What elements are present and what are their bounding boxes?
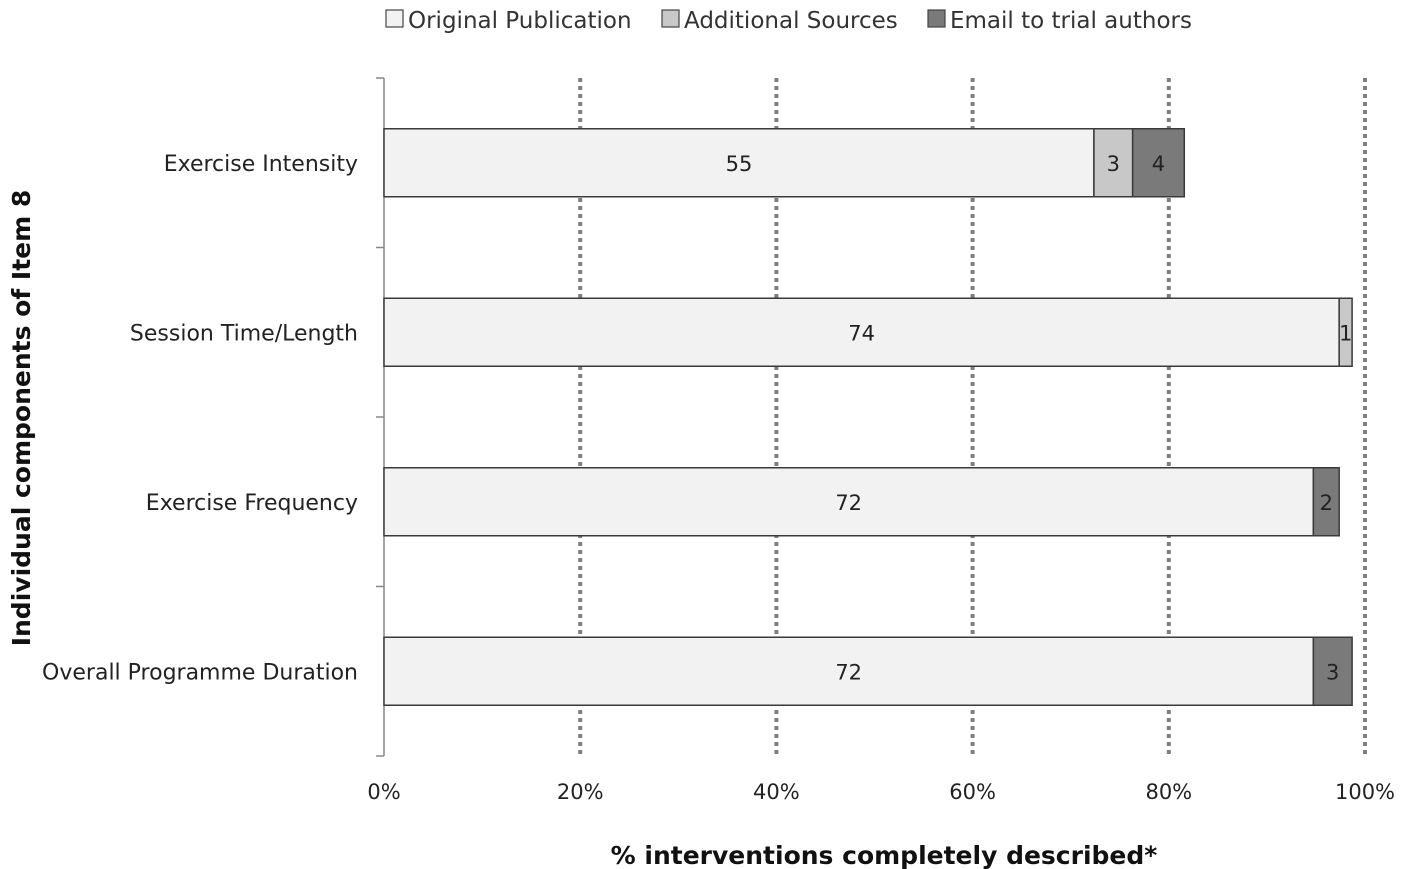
bar-segment (383, 467, 1315, 537)
x-tick-label: 100% (1335, 780, 1395, 804)
x-tick-label: 20% (557, 780, 604, 804)
bar-value-label: 3 (1107, 152, 1120, 176)
x-axis-title: % interventions completely described* (611, 841, 1158, 869)
bar-segment (1093, 128, 1134, 198)
category-label: Exercise Intensity (164, 152, 358, 177)
legend-label-original-publication: Original Publication (408, 8, 632, 34)
axes (376, 77, 385, 757)
x-tick-label: 40% (753, 780, 800, 804)
x-tick-label: 60% (949, 780, 996, 804)
legend-swatch-email-to-trial-authors (927, 9, 946, 28)
legend-swatch-original-publication (385, 9, 404, 28)
x-tick-labels: 0% 20% 40% 60% 80% 100% (367, 780, 1395, 804)
bar-segment (383, 636, 1315, 706)
category-labels: Exercise Intensity Session Time/Length Exe… (42, 152, 358, 686)
x-tick-label: 0% (367, 780, 400, 804)
bar-segment (1312, 636, 1353, 706)
bars (383, 128, 1353, 706)
legend-swatch-additional-sources (661, 9, 680, 28)
legend: Original Publication Additional Sources … (385, 8, 1192, 34)
category-label: Exercise Frequency (146, 491, 358, 516)
bar-segment (383, 128, 1095, 198)
bar-value-labels: 55 3 4 74 1 72 2 72 3 (726, 152, 1353, 685)
bar-segment (1338, 297, 1353, 367)
legend-label-additional-sources: Additional Sources (684, 8, 898, 34)
bar-value-label: 4 (1152, 152, 1165, 176)
legend-label-email-to-trial-authors: Email to trial authors (950, 8, 1192, 34)
bar-value-label: 1 (1339, 321, 1352, 345)
x-tick-label: 80% (1145, 780, 1192, 804)
bar-value-label: 72 (835, 660, 862, 684)
category-label: Overall Programme Duration (42, 660, 358, 685)
bar-segment (1131, 128, 1186, 198)
bar-segment (383, 297, 1340, 367)
bar-value-label: 74 (848, 321, 875, 345)
bar-value-label: 2 (1320, 491, 1333, 515)
bar-segment (1312, 467, 1340, 537)
category-label: Session Time/Length (130, 321, 358, 346)
bar-value-label: 55 (726, 152, 753, 176)
y-axis-title: Individual components of Item 8 (7, 190, 36, 647)
bar-value-label: 72 (835, 491, 862, 515)
bar-value-label: 3 (1326, 660, 1339, 684)
